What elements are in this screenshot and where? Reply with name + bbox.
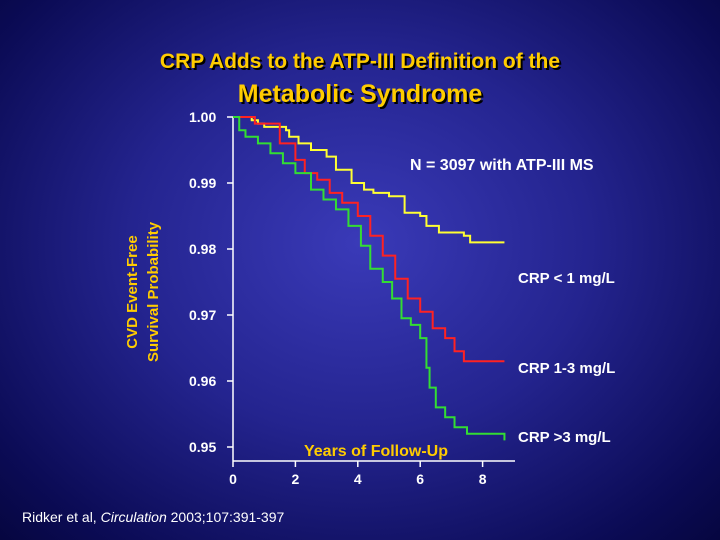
slide-title-line1: CRP Adds to the ATP-III Definition of th… (159, 50, 561, 73)
citation-journal: Circulation (100, 509, 167, 525)
x-axis-label: Years of Follow-Up (304, 443, 448, 460)
series-label-low: CRP < 1 mg/L (518, 270, 615, 287)
sample-size-annotation: N = 3097 with ATP-III MS (410, 157, 594, 174)
series-label-high: CRP >3 mg/L (518, 429, 611, 446)
y-tick-label: 0.96 (189, 373, 216, 389)
series-lines (233, 116, 506, 441)
series-line-mid (233, 116, 505, 363)
slide-title-line2: Metabolic Syndrome (237, 80, 483, 108)
y-ticks: 1.00 0.99 0.98 0.97 0.96 0.95 (189, 109, 233, 455)
series-line-high (233, 116, 506, 441)
citation-suffix: 2003;107:391-397 (166, 509, 285, 525)
y-axis-label-line2: Survival Probability (145, 221, 162, 362)
x-tick-label: 6 (416, 471, 424, 487)
citation-prefix: Ridker et al, (22, 509, 101, 525)
series-label-mid: CRP 1-3 mg/L (518, 360, 615, 377)
x-tick-label: 2 (292, 471, 300, 487)
y-tick-label: 0.95 (189, 439, 216, 455)
x-tick-label: 4 (354, 471, 362, 487)
y-tick-label: 0.99 (189, 175, 216, 191)
y-axis-label-line1: CVD Event-Free (124, 235, 141, 348)
y-tick-label: 1.00 (189, 109, 216, 125)
x-ticks: 0 2 4 6 8 (229, 461, 487, 487)
citation: Ridker et al, Circulation 2003;107:391-3… (22, 509, 284, 525)
series-line-low (233, 116, 505, 244)
y-tick-label: 0.97 (189, 307, 216, 323)
y-tick-label: 0.98 (189, 241, 216, 257)
x-tick-label: 0 (229, 471, 237, 487)
x-tick-label: 8 (479, 471, 487, 487)
